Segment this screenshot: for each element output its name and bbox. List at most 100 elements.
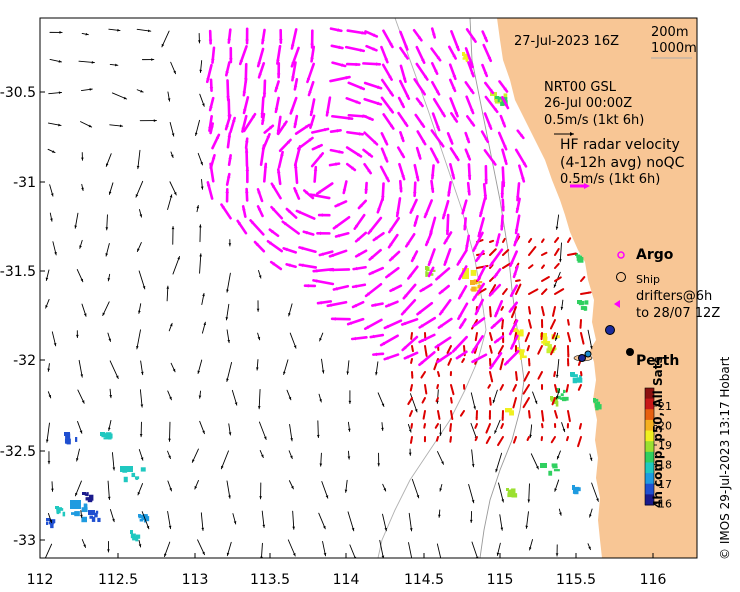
hf-vector-head: [257, 189, 261, 194]
model-vector-head: [258, 275, 262, 279]
hf-vector-head: [244, 148, 249, 153]
coastal-vector-head: [409, 413, 412, 416]
coastal-vector-head: [542, 312, 545, 316]
hf-vector-head: [354, 224, 359, 229]
model-vector-head: [139, 433, 143, 437]
sst-pixel: [509, 489, 515, 495]
model-vector-head: [198, 224, 202, 228]
hf-vector-head: [291, 62, 295, 67]
coastal-vector-head: [566, 437, 569, 441]
sst-pixel: [556, 388, 560, 393]
sst-pixel: [89, 515, 94, 519]
model-vector-head: [225, 317, 229, 320]
model-vector: [292, 510, 295, 530]
model-vector: [470, 392, 476, 410]
coastal-vector-head: [544, 289, 547, 292]
sst-pixel: [478, 281, 483, 284]
hf-vector-head: [505, 360, 510, 365]
model-vector-head: [227, 339, 231, 343]
hf-vector-head: [404, 54, 408, 59]
sst-pixel: [519, 353, 522, 360]
hf-vector-head: [483, 71, 488, 76]
hf-vector-head: [305, 283, 309, 288]
coastal-vector-head: [525, 338, 528, 342]
hf-vector-head: [439, 289, 444, 294]
model-vector-head: [107, 427, 111, 431]
model-vector-head: [58, 60, 62, 63]
sst-pixel: [572, 374, 578, 378]
model-vector-head: [48, 394, 52, 398]
coastal-vector-head: [475, 425, 478, 428]
hf-vector-head: [452, 74, 456, 79]
model-vector-head: [347, 456, 351, 460]
hf-vector-head: [501, 122, 506, 127]
model-vector: [411, 478, 420, 499]
sst-pixel: [516, 329, 520, 335]
hf-vector-head: [386, 303, 391, 307]
hf-vector-head: [304, 190, 309, 195]
coastal-vector-head: [501, 307, 504, 310]
coastal-vector-head: [567, 322, 570, 325]
coastal-vector-head: [582, 277, 585, 280]
hf-vector-head: [258, 73, 262, 78]
sst-pixel: [561, 397, 567, 402]
coastal-vector-head: [538, 351, 541, 354]
sst-pixel: [120, 466, 133, 472]
sst-pixel: [130, 533, 136, 539]
hf-vector-head: [469, 62, 474, 67]
sst-pixel: [134, 476, 140, 480]
hf-vector-head: [423, 75, 428, 80]
sst-pixel: [94, 512, 98, 518]
x-axis: 112 112.5 113 113.5 114 114.5 115 115.5 116: [27, 553, 666, 588]
model-vector-head: [221, 465, 224, 469]
model-vector-head: [559, 259, 562, 262]
hf-vector-head: [467, 175, 472, 179]
sst-pixel: [548, 470, 553, 476]
hf-vector-head: [484, 179, 488, 184]
hf-vector-head: [353, 303, 358, 308]
model-vector-head: [139, 214, 143, 218]
sst-pixel: [70, 500, 81, 509]
hf-vector-head: [231, 118, 236, 122]
hf-vector-head: [417, 36, 422, 41]
sst-pixel: [509, 410, 514, 416]
model-vector-head: [288, 313, 291, 316]
model-vector-head: [119, 124, 123, 128]
hf-vector-head: [367, 152, 372, 157]
sst-pixel: [71, 512, 76, 515]
hf-vector-head: [359, 48, 364, 52]
hf-vector-head: [403, 294, 408, 299]
coastal-vector-head: [579, 325, 582, 328]
hf-vector-head: [357, 152, 361, 157]
hf-vector-head: [368, 229, 373, 234]
hf-vector-head: [242, 206, 246, 211]
hf-vector-head: [388, 75, 392, 80]
model-vector-head: [525, 525, 529, 529]
model-vector-head: [117, 28, 121, 32]
hf-vector-head: [373, 140, 378, 145]
sst-pixel: [46, 518, 50, 521]
model-vector-head: [377, 463, 381, 467]
hf-vector-head: [465, 138, 470, 143]
hf-vector-head: [319, 213, 323, 217]
model-vector-head: [107, 496, 111, 500]
model-vector-head: [375, 372, 378, 375]
sst-pixel: [135, 534, 141, 539]
sst-pixel: [89, 494, 94, 501]
coastal-vector-head: [436, 398, 439, 402]
coastal-vector-head: [435, 425, 438, 428]
sst-pixel: [595, 398, 599, 402]
x-tick-label: 115.5: [556, 572, 596, 588]
hf-vector-head: [436, 275, 441, 280]
sst-pixel: [83, 503, 88, 508]
coastal-vector-head: [527, 347, 530, 351]
hf-vector-head: [208, 39, 213, 44]
model-vector-head: [136, 165, 140, 169]
hf-vector-head: [244, 138, 249, 143]
model-vector-head: [171, 133, 175, 137]
coastal-vector-head: [513, 388, 516, 391]
hf-vector-head: [310, 43, 314, 48]
hf-vector-head: [237, 220, 242, 225]
hf-vector-head: [290, 44, 295, 49]
hf-vector-head: [452, 54, 456, 59]
